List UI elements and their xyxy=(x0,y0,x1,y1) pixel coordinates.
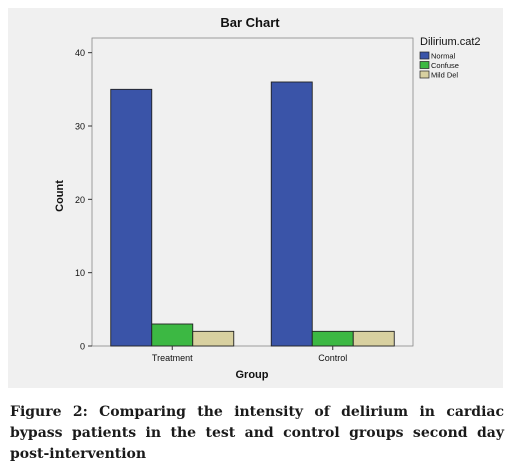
x-axis: Treatment Control xyxy=(152,346,347,363)
y-axis-label: Count xyxy=(54,180,66,212)
bar-mild-del xyxy=(352,330,395,347)
x-axis-label: Group xyxy=(236,369,269,381)
bar-normal xyxy=(110,88,153,347)
y-tick-label: 30 xyxy=(75,122,85,132)
legend-swatch xyxy=(419,51,430,60)
y-tick-label: 20 xyxy=(75,195,85,205)
bars xyxy=(110,81,395,347)
legend-title: Dilirium.cat2 xyxy=(420,36,481,48)
x-tick-label: Control xyxy=(318,353,347,363)
legend-swatch xyxy=(419,61,430,69)
bar-confuse xyxy=(151,323,194,347)
legend-label: Confuse xyxy=(431,61,459,70)
y-tick-label: 0 xyxy=(80,342,85,352)
y-tick-label: 10 xyxy=(75,268,85,278)
x-tick-label: Treatment xyxy=(152,353,193,363)
bar-chart: Bar Chart 0 10 20 30 40 Treatment Control Cou… xyxy=(54,15,481,381)
legend-label: Normal xyxy=(431,52,456,61)
bar-normal xyxy=(270,81,313,347)
bar-confuse xyxy=(311,330,354,347)
figure-caption: Figure 2: Comparing the intensity of del… xyxy=(10,404,504,462)
y-axis: 0 10 20 30 40 xyxy=(75,48,92,352)
legend-swatch xyxy=(419,70,430,79)
chart-frame: Bar Chart 0 10 20 30 40 Treatment Control Cou… xyxy=(8,8,503,388)
legend-label: Mild Del xyxy=(431,71,458,80)
y-tick-label: 40 xyxy=(75,48,85,58)
chart-title: Bar Chart xyxy=(220,15,280,30)
bar-mild-del xyxy=(192,330,235,347)
